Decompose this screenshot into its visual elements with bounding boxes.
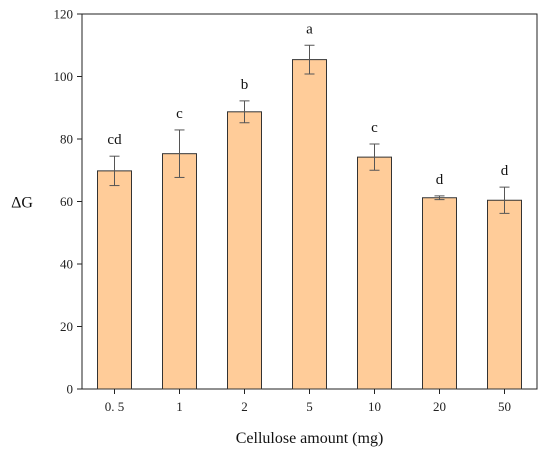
group-letter-5: d [436,172,444,188]
error-bar-1 [174,129,185,178]
group-letter-1: c [176,106,183,122]
error-bar-5 [434,195,445,201]
x-tick-label: 1 [176,399,183,414]
group-letter-2: b [241,77,249,93]
y-tick-label: 100 [54,69,74,84]
y-tick-label: 60 [60,194,73,209]
x-tick-label: 5 [306,399,313,414]
y-tick-label: 40 [60,257,73,272]
y-tick-label: 120 [54,7,74,22]
y-axis-ticks: 0 20 40 60 80 100 120 [54,7,82,397]
group-letter-6: d [501,163,509,179]
error-bars-group [109,44,510,214]
x-tick-label: 2 [241,399,248,414]
bar-1 [162,153,197,390]
group-letter-0: cd [107,132,122,148]
bar-2 [227,111,262,390]
bar-3 [292,59,327,390]
x-axis-ticks: 0. 5 1 2 5 10 20 50 [105,389,511,414]
y-tick-label: 20 [60,319,73,334]
bar-4 [357,156,392,390]
bar-6 [487,199,522,390]
y-tick-label: 0 [67,382,74,397]
y-tick-label: 80 [60,132,73,147]
bars-group [97,59,522,390]
x-tick-label: 50 [498,399,511,414]
group-letter-3: a [306,21,313,37]
error-bar-6 [499,186,510,214]
x-tick-label: 0. 5 [105,399,125,414]
error-bar-2 [239,100,250,124]
x-tick-label: 20 [433,399,446,414]
x-tick-label: 10 [368,399,381,414]
error-bar-3 [304,44,315,75]
bar-5 [422,197,457,390]
x-axis-title: Cellulose amount (mg) [236,430,384,447]
y-axis-title: ΔG [11,195,33,212]
error-bar-0 [109,155,120,187]
group-letter-4: c [371,120,378,136]
error-bar-4 [369,143,380,171]
bar-0 [97,170,132,390]
